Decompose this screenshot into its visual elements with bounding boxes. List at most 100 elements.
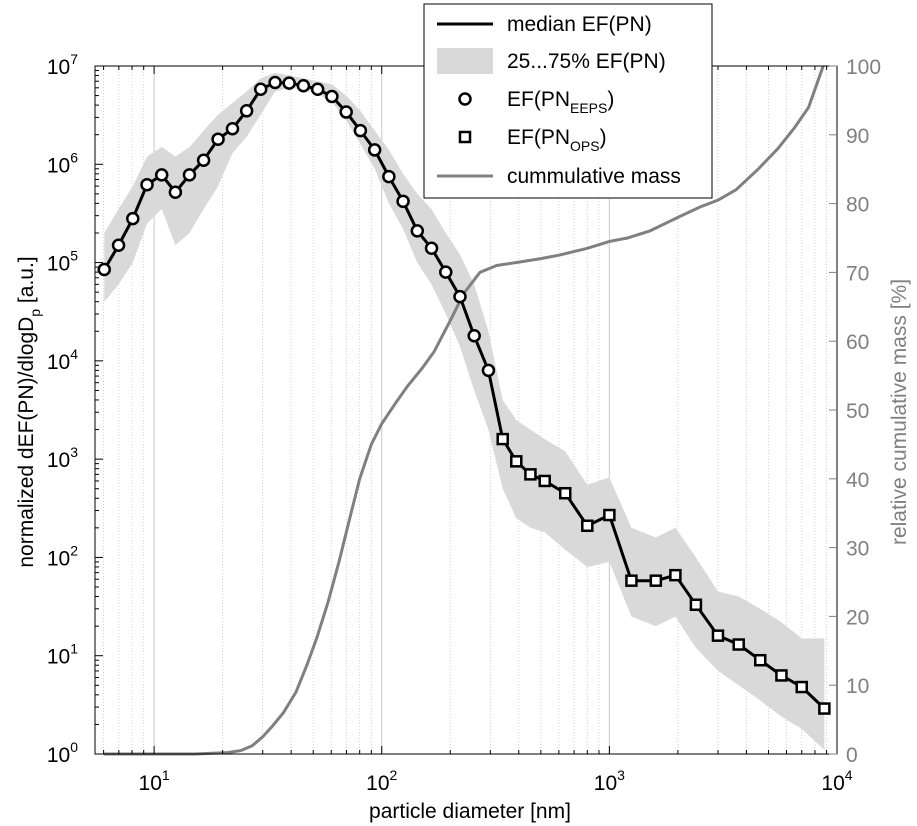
legend-label-eeps-end: ) (607, 88, 614, 111)
eeps-marker (282, 76, 296, 90)
x-tick-labels: 101 102 103 104 (139, 767, 853, 795)
y-tick-label: 103 (47, 444, 78, 472)
y-tick-label: 105 (47, 248, 78, 276)
ops-marker (818, 702, 831, 715)
y-axis-title: normalized dEF(PN)/dlogDp [a.u.] (15, 256, 43, 567)
eeps-marker (182, 168, 197, 182)
marker-layer (97, 75, 831, 715)
eeps-marker (168, 185, 183, 199)
y-tick-label-exp: 1 (70, 641, 78, 657)
ops-marker (732, 638, 745, 651)
eeps-marker (296, 78, 311, 93)
eeps-marker (111, 238, 126, 253)
legend-label-eeps-sub: EEPS (570, 100, 607, 116)
legend: median EF(PN) 25...75% EF(PN) EF(PNEEPS)… (423, 3, 713, 199)
eeps-marker (239, 104, 254, 118)
eeps-marker (97, 262, 112, 277)
x-tick-label-exp: 1 (162, 767, 170, 783)
y2-tick-label: 60 (846, 331, 869, 354)
y-axis-title-sub: p (27, 309, 43, 317)
y2-axis-title: relative cumulative mass [%] (888, 279, 911, 545)
y2-tick-label: 100 (846, 56, 881, 79)
y-tick-label: 104 (47, 346, 78, 374)
y-tick-label-exp: 2 (70, 542, 78, 558)
y-axis-title-unit: [a.u.] (15, 256, 38, 309)
y2-tick-labels: 0 10 20 30 40 50 60 70 80 90 100 (846, 56, 881, 767)
legend-label-ops-main: EF(PN (507, 126, 570, 149)
legend-label-ops-sub: OPS (570, 138, 600, 154)
ops-marker (689, 598, 703, 612)
ops-marker (711, 629, 725, 642)
eeps-marker (310, 82, 325, 97)
y-tick-label: 107 (47, 51, 78, 79)
x-tick-label: 101 (139, 767, 170, 795)
legend-label-ops: EF(PNOPS) (507, 126, 607, 154)
ops-marker (524, 468, 537, 481)
y-tick-label-exp: 5 (70, 248, 78, 264)
legend-label-eeps: EF(PNEEPS) (507, 88, 614, 116)
eeps-marker (339, 105, 353, 119)
eeps-marker (424, 241, 439, 255)
x-tick-label-base: 10 (594, 772, 617, 795)
ops-marker (510, 455, 523, 468)
y-tick-label-base: 10 (47, 744, 70, 767)
y-tick-label-base: 10 (47, 154, 70, 177)
eeps-marker (196, 153, 211, 167)
eeps-marker (253, 82, 268, 97)
y-tick-label-base: 10 (47, 351, 70, 374)
y2-tick-label: 10 (846, 675, 869, 698)
ops-marker (581, 519, 594, 533)
cumulative-mass-line (103, 65, 825, 756)
y2-tick-label: 70 (846, 262, 869, 285)
legend-box (423, 3, 713, 199)
y2-tick-label: 90 (846, 125, 869, 148)
eeps-marker (396, 194, 410, 209)
y2-tick-label: 0 (846, 744, 858, 767)
y-tick-label-base: 10 (47, 646, 70, 669)
ops-marker (496, 432, 509, 446)
eeps-marker (353, 123, 368, 138)
eeps-marker (325, 89, 339, 104)
y-tick-label-exp: 0 (70, 739, 78, 755)
x-tick-label: 102 (366, 767, 397, 795)
ops-marker (753, 653, 767, 667)
eeps-marker (126, 211, 140, 226)
y2-tick-label: 20 (846, 606, 869, 629)
ops-marker (625, 574, 638, 587)
ops-marker (649, 574, 663, 587)
y-tick-label: 101 (47, 641, 78, 669)
x-axis-title: particle diameter [nm] (369, 800, 571, 823)
y-tick-label: 102 (47, 542, 78, 570)
y2-tick-label: 40 (846, 469, 869, 492)
y2-tick-label: 80 (846, 194, 869, 217)
eeps-marker (410, 224, 425, 238)
eeps-marker (481, 363, 496, 378)
eeps-marker (140, 177, 154, 192)
x-tick-label-exp: 4 (845, 767, 853, 783)
x-tick-label: 103 (594, 767, 625, 795)
x-tick-label-exp: 3 (617, 767, 625, 783)
y2-tick-label: 30 (846, 538, 869, 561)
eeps-marker (211, 132, 225, 146)
y-tick-label-exp: 4 (70, 346, 78, 362)
ops-marker (775, 669, 788, 682)
legend-swatch-circle (458, 92, 472, 106)
legend-swatch-band (437, 48, 493, 74)
legend-label-cumulative: cummulative mass (507, 165, 681, 188)
eeps-marker (154, 168, 169, 182)
eeps-marker (382, 169, 396, 184)
y2-tick-label: 50 (846, 400, 869, 423)
eeps-marker (367, 143, 382, 157)
y-tick-label-base: 10 (47, 56, 70, 79)
x-tick-label-base: 10 (366, 772, 389, 795)
y-tick-label-base: 10 (47, 253, 70, 276)
y-tick-label-exp: 6 (70, 149, 78, 165)
x-tick-label-exp: 2 (390, 767, 398, 783)
legend-label-median: median EF(PN) (507, 13, 652, 36)
legend-label-eeps-main: EF(PN (507, 88, 570, 111)
eeps-marker (439, 265, 453, 279)
eeps-marker (225, 121, 240, 136)
eeps-marker (453, 289, 467, 304)
